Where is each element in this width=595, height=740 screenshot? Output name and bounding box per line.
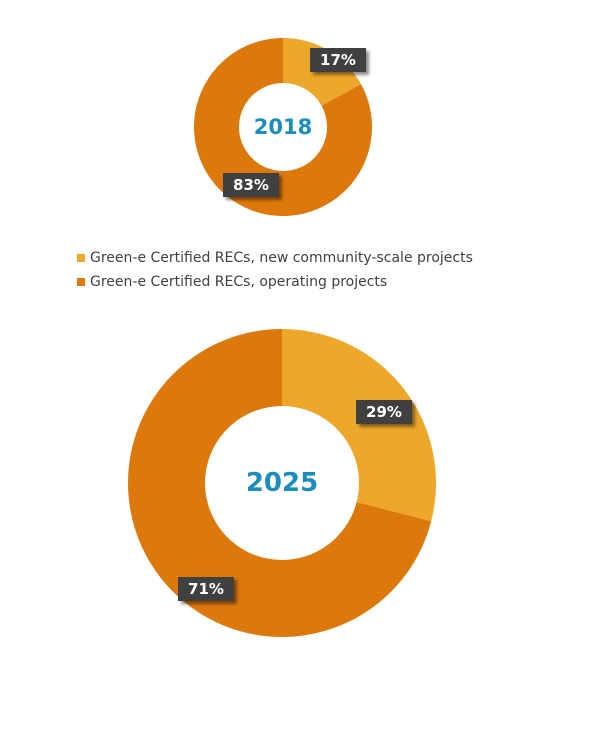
- slice-2018-operating-projects: [194, 38, 372, 217]
- data-label-text: 71%: [188, 580, 224, 598]
- data-label-2018-new-projects: 17%: [310, 48, 366, 72]
- data-label-box: [310, 48, 366, 72]
- slice-2025-new-projects: [282, 329, 436, 522]
- slice-2025-operating-projects: [128, 329, 432, 637]
- legend: Green-e Certified RECs, new community-sc…: [77, 246, 473, 294]
- legend-item-operating-projects: Green-e Certified RECs, operating projec…: [77, 270, 473, 294]
- data-label-2018-operating-projects: 83%: [223, 173, 279, 197]
- legend-item-new-projects: Green-e Certified RECs, new community-sc…: [77, 246, 473, 270]
- legend-label-new-projects: Green-e Certified RECs, new community-sc…: [90, 250, 473, 266]
- legend-label-operating-projects: Green-e Certified RECs, operating projec…: [90, 274, 388, 290]
- data-label-box: [178, 577, 234, 601]
- donut-chart-2018: 2018 17% 83%: [194, 38, 372, 217]
- legend-swatch-operating-projects: [77, 278, 85, 286]
- data-label-2025-operating-projects: 71%: [178, 577, 234, 601]
- data-label-box: [223, 173, 279, 197]
- data-label-text: 17%: [320, 51, 356, 69]
- data-label-text: 29%: [366, 403, 402, 421]
- chart-title-2025: 2025: [246, 468, 318, 498]
- legend-swatch-new-projects: [77, 254, 85, 262]
- data-label-box: [356, 400, 412, 424]
- data-label-2025-new-projects: 29%: [356, 400, 412, 424]
- chart-title-2018: 2018: [254, 115, 312, 139]
- donut-chart-2025: 2025 29% 71%: [128, 329, 436, 637]
- data-label-text: 83%: [233, 176, 269, 194]
